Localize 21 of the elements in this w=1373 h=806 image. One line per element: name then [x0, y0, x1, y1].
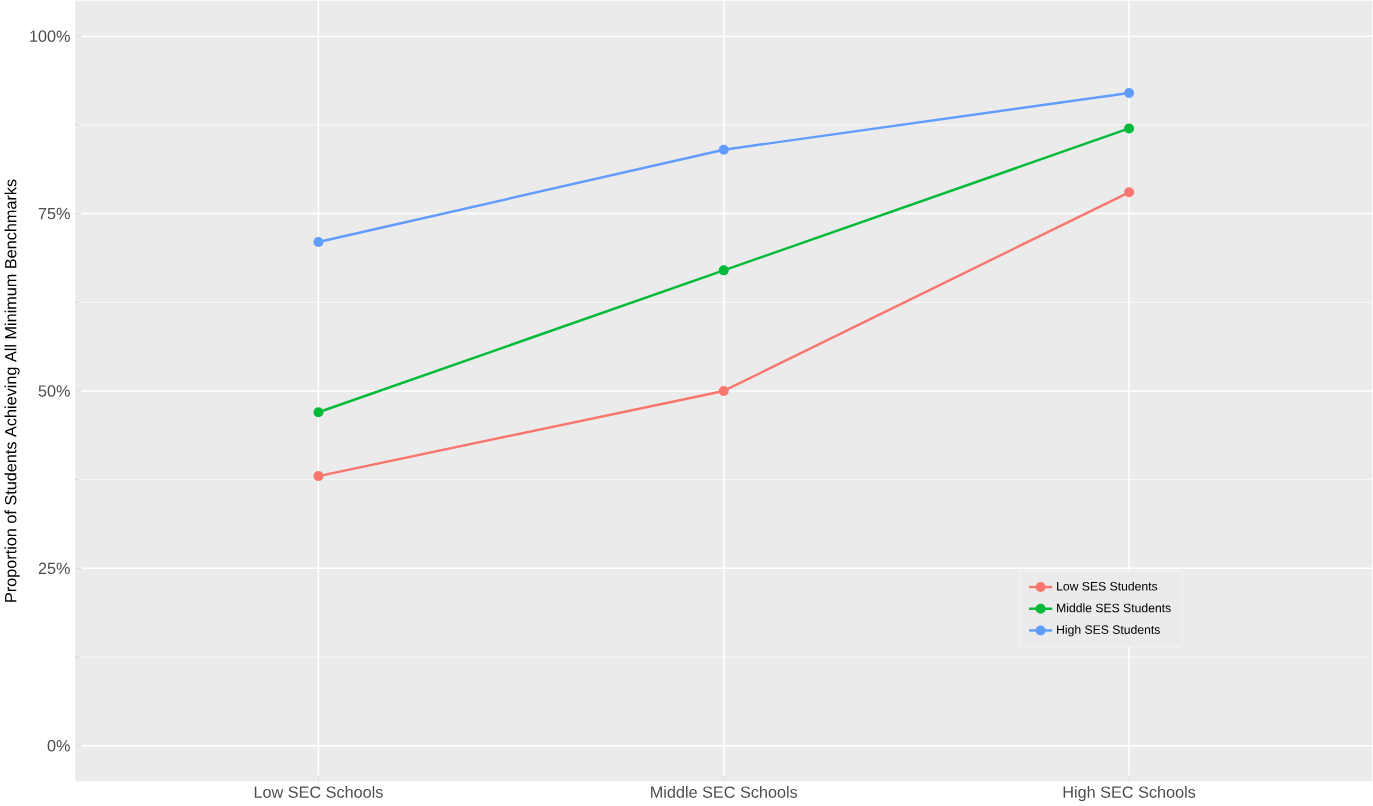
y-tick-label: 50%	[38, 385, 70, 397]
point	[1124, 123, 1135, 134]
y-tick-label: 100%	[30, 30, 70, 43]
legend-label: Low SES Students	[1057, 581, 1158, 591]
y-axis-title: Proportion of Students Achieving All Minimum Benchmarks	[4, 179, 20, 602]
point	[313, 237, 324, 248]
y-tick-label: 75%	[38, 208, 70, 220]
point	[718, 144, 729, 155]
legend-label: Middle SES Students	[1057, 603, 1171, 613]
x-tick-label: High SEC Schools	[1063, 786, 1196, 802]
point	[718, 265, 729, 276]
point	[313, 407, 324, 418]
x-tick-label: Low SEC Schools	[254, 786, 383, 799]
point	[1124, 187, 1135, 198]
y-tick-label: 25%	[38, 562, 70, 575]
point	[718, 386, 729, 397]
point	[1124, 88, 1135, 99]
x-tick-label: Middle SEC Schools	[651, 786, 798, 799]
point	[313, 471, 324, 482]
y-tick-label: 0%	[47, 740, 70, 752]
legend-label: High SES Students	[1057, 625, 1160, 637]
